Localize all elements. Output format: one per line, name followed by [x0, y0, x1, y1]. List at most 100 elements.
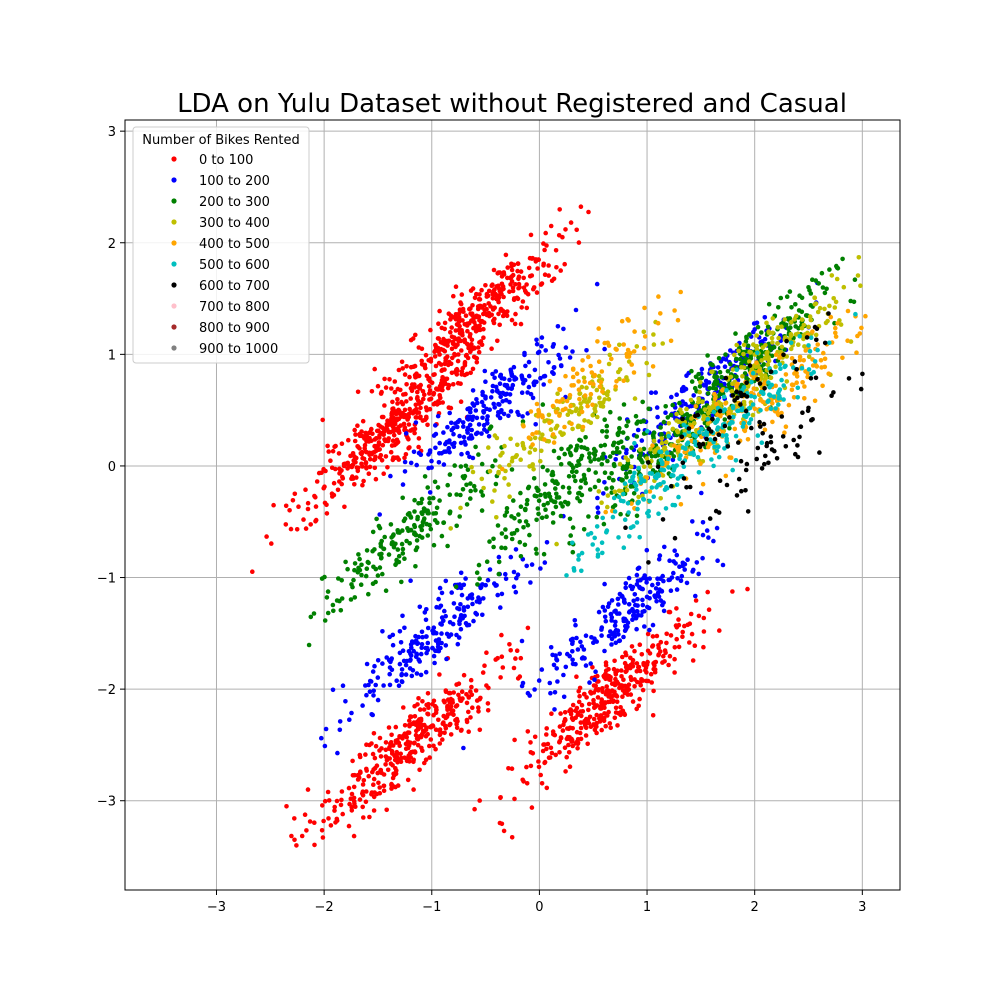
data-point — [538, 772, 543, 778]
data-point — [656, 557, 662, 562]
data-points — [250, 204, 868, 848]
data-point — [347, 801, 352, 807]
data-point — [323, 726, 329, 732]
data-point — [616, 535, 621, 540]
data-point — [283, 522, 289, 527]
data-point — [517, 519, 522, 524]
data-point — [693, 374, 699, 380]
data-point — [301, 517, 306, 522]
data-point — [454, 703, 460, 708]
data-point — [694, 531, 700, 537]
data-point — [584, 348, 589, 353]
data-point — [621, 402, 627, 407]
data-point — [325, 443, 330, 449]
data-point — [821, 350, 826, 356]
data-point — [762, 461, 767, 467]
data-point — [387, 671, 393, 677]
data-point — [386, 746, 392, 751]
data-point — [539, 515, 545, 521]
data-point — [406, 412, 411, 418]
data-point — [371, 731, 377, 736]
data-point — [788, 325, 793, 330]
data-point — [491, 401, 497, 407]
data-point — [748, 353, 754, 359]
data-point — [366, 773, 372, 779]
data-point — [419, 358, 425, 364]
data-point — [404, 758, 410, 764]
x-tick-label: 3 — [858, 900, 866, 915]
data-point — [582, 379, 587, 385]
data-point — [860, 371, 865, 377]
data-point — [606, 475, 612, 481]
data-point — [557, 356, 563, 361]
data-point — [421, 396, 426, 402]
data-point — [554, 666, 559, 671]
data-point — [800, 380, 805, 385]
data-point — [595, 495, 600, 501]
data-point — [625, 501, 631, 506]
data-point — [621, 342, 626, 347]
data-point — [626, 575, 632, 581]
data-point — [700, 555, 705, 561]
data-point — [370, 751, 376, 757]
data-point — [805, 408, 811, 414]
data-point — [733, 433, 739, 439]
data-point — [775, 411, 781, 416]
data-point — [689, 438, 694, 444]
data-point — [508, 275, 513, 280]
data-point — [509, 372, 515, 378]
data-point — [520, 414, 525, 419]
data-point — [545, 741, 551, 747]
data-point — [563, 227, 568, 232]
data-point — [412, 714, 418, 719]
data-point — [566, 750, 572, 755]
data-point — [806, 367, 812, 372]
data-point — [499, 632, 504, 638]
data-point — [784, 294, 790, 300]
data-point — [618, 439, 624, 445]
data-point — [534, 430, 539, 435]
data-point — [459, 689, 465, 694]
data-point — [515, 442, 520, 448]
data-point — [542, 272, 548, 278]
data-point — [742, 413, 747, 419]
data-point — [509, 317, 515, 323]
data-point — [425, 510, 431, 516]
data-point — [532, 734, 538, 740]
data-point — [649, 454, 655, 459]
data-point — [770, 401, 775, 406]
data-point — [674, 606, 679, 611]
data-point — [755, 324, 761, 330]
data-point — [326, 798, 332, 803]
data-point — [340, 811, 346, 817]
data-point — [451, 341, 457, 347]
data-point — [343, 699, 348, 704]
data-point — [324, 502, 329, 508]
data-point — [776, 402, 781, 407]
data-point — [677, 456, 682, 462]
data-point — [492, 375, 497, 381]
data-point — [484, 291, 490, 297]
data-point — [546, 263, 551, 268]
data-point — [425, 485, 431, 490]
data-point — [465, 596, 471, 601]
data-point — [745, 343, 751, 349]
data-point — [527, 464, 532, 469]
data-point — [508, 436, 513, 442]
data-point — [388, 761, 394, 766]
data-point — [398, 640, 404, 645]
data-point — [610, 514, 616, 520]
data-point — [612, 503, 618, 508]
data-point — [819, 270, 825, 276]
data-point — [427, 755, 433, 760]
data-point — [400, 613, 405, 619]
data-point — [789, 387, 795, 393]
legend-marker — [171, 198, 177, 204]
data-point — [367, 450, 372, 456]
data-point — [609, 636, 615, 642]
data-point — [531, 286, 536, 292]
data-point — [708, 429, 714, 434]
data-point — [390, 399, 395, 405]
data-point — [656, 294, 661, 299]
data-point — [718, 383, 724, 388]
